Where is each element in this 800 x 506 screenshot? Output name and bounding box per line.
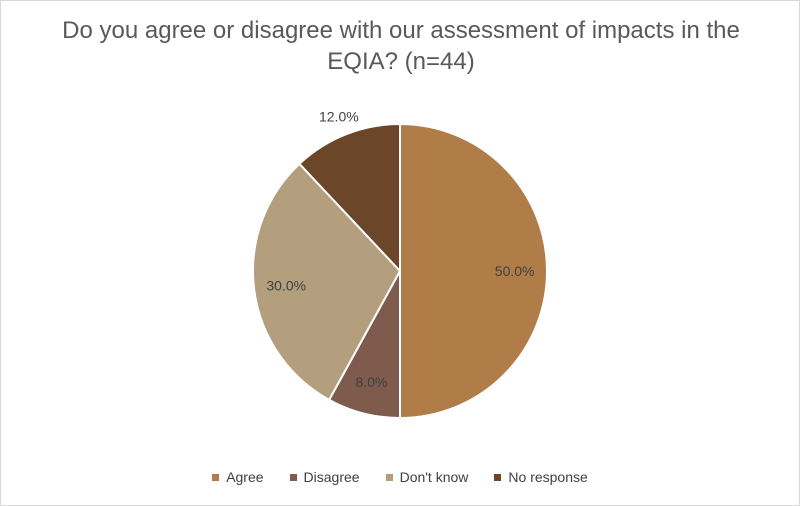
legend-label: Disagree bbox=[303, 469, 360, 485]
data-label-disagree: 8.0% bbox=[356, 374, 388, 390]
pie-slice-agree bbox=[399, 122, 548, 420]
legend-label: Don't know bbox=[399, 469, 469, 485]
legend-item-no-response: No response bbox=[494, 469, 588, 485]
legend-item-agree: Agree bbox=[212, 469, 264, 485]
legend-item-don-t-know: Don't know bbox=[385, 469, 469, 485]
legend-item-disagree: Disagree bbox=[289, 469, 360, 485]
legend-label: No response bbox=[508, 469, 588, 485]
data-label-no-response: 12.0% bbox=[319, 109, 359, 125]
legend-swatch bbox=[385, 473, 393, 481]
pie-slice-don-t-know bbox=[252, 162, 402, 402]
legend-label: Agree bbox=[226, 469, 264, 485]
legend-swatch bbox=[212, 473, 220, 481]
chart-title: Do you agree or disagree with our assess… bbox=[62, 17, 740, 75]
legend-swatch bbox=[289, 473, 297, 481]
pie-slice-no-response bbox=[297, 122, 401, 274]
data-label-don-t-know: 30.0% bbox=[266, 277, 306, 293]
data-label-agree: 50.0% bbox=[495, 263, 535, 279]
legend-swatch bbox=[494, 473, 502, 481]
chart-legend: Agree Disagree Don't know No response bbox=[0, 469, 800, 485]
